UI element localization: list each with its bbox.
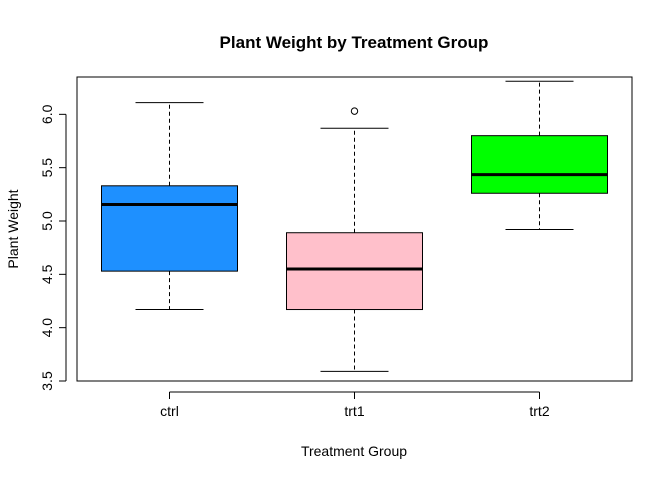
y-tick-label: 6.0: [39, 104, 55, 124]
x-axis: ctrl trt1 trt2: [160, 391, 550, 419]
x-tick-label: ctrl: [160, 403, 179, 419]
box-ctrl: [101, 185, 238, 272]
plot-frame: [76, 76, 633, 382]
y-tick-label: 4.0: [39, 318, 55, 338]
x-tick-label: trt2: [529, 403, 549, 419]
y-axis: 3.5 4.0 4.5 5.0 5.5 6.0: [39, 104, 67, 391]
box-group-trt1: [286, 107, 423, 372]
y-tick-label: 5.5: [39, 158, 55, 178]
box-trt2: [471, 135, 608, 194]
y-tick-label: 5.0: [39, 211, 55, 231]
outlier-point-trt1-0: [350, 107, 359, 115]
chart-title: Plant Weight by Treatment Group: [220, 33, 489, 52]
boxes-layer: [101, 80, 608, 372]
box-trt1: [286, 232, 423, 311]
y-tick-label: 4.5: [39, 264, 55, 284]
box-group-trt2: [471, 80, 608, 231]
box-group-ctrl: [101, 102, 238, 311]
y-tick-label: 3.5: [39, 371, 55, 391]
x-axis-title: Treatment Group: [301, 443, 407, 459]
y-axis-title: Plant Weight: [5, 189, 21, 268]
x-tick-label: trt1: [344, 403, 364, 419]
